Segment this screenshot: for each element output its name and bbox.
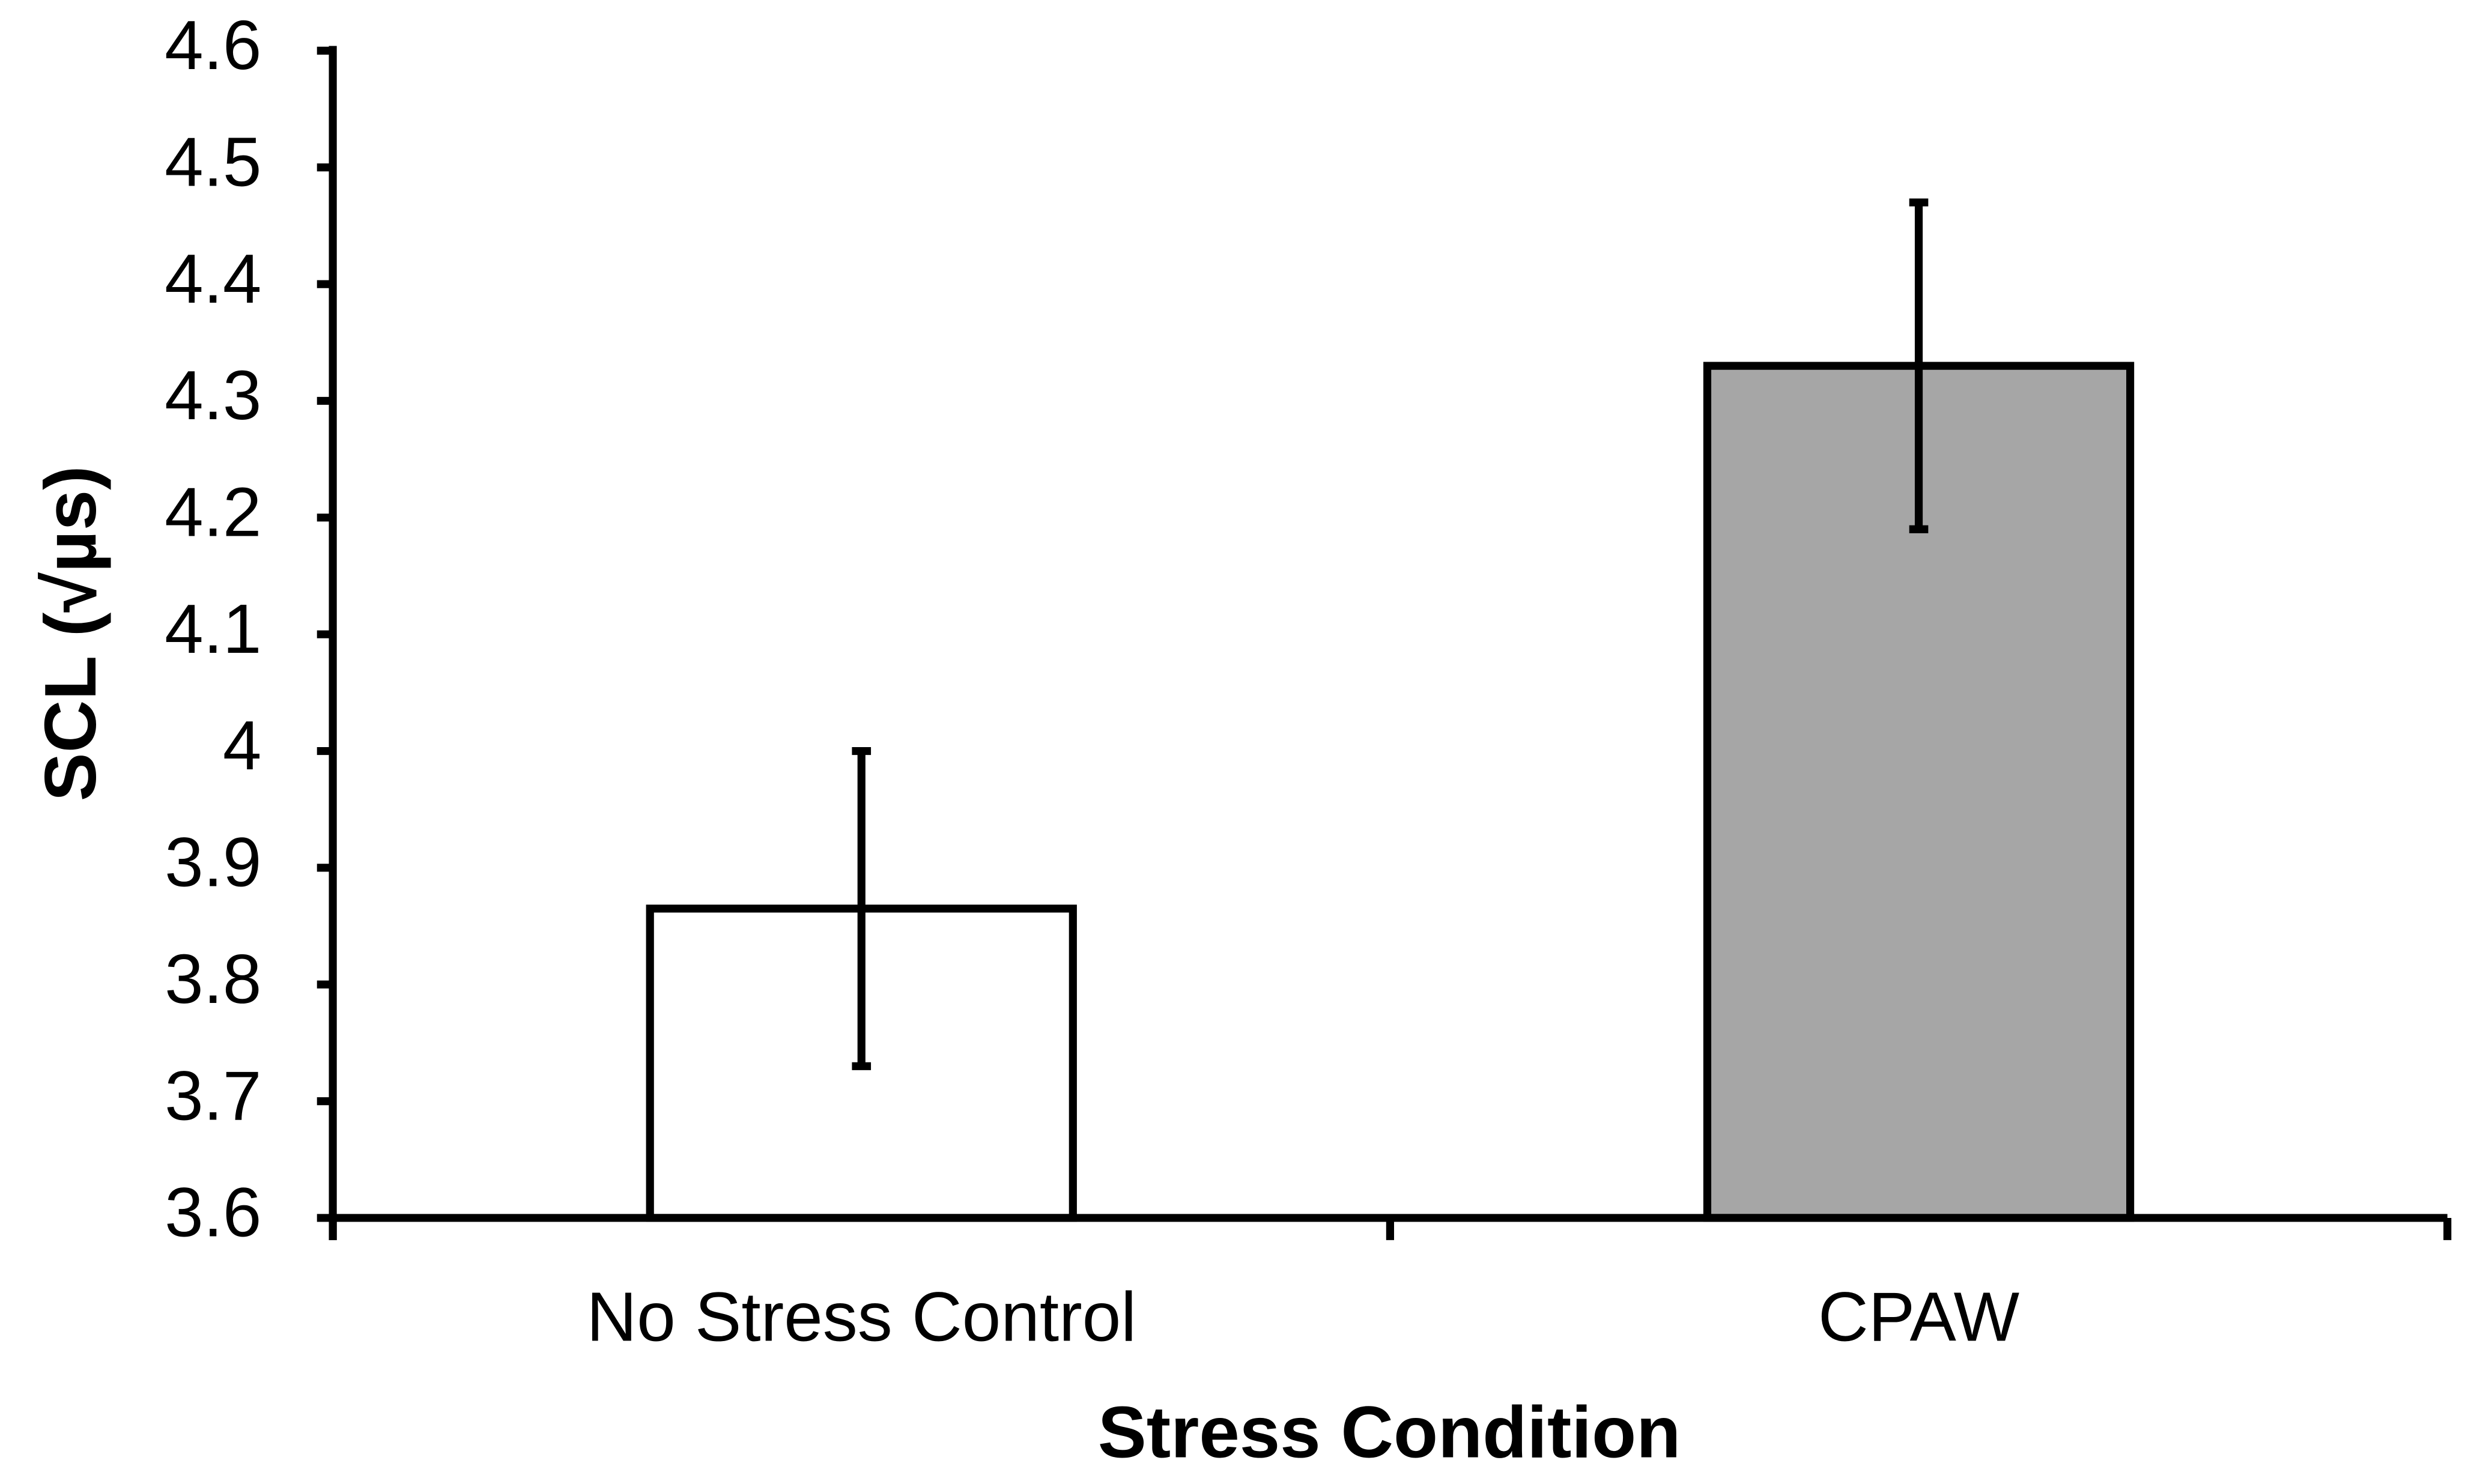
y-tick-label: 3.8 <box>165 940 261 1018</box>
y-tick-label: 3.9 <box>165 823 261 901</box>
x-tick-label: No Stress Control <box>586 1278 1136 1356</box>
y-tick-label: 3.7 <box>165 1056 261 1134</box>
x-axis-title: Stress Condition <box>1098 1392 1681 1473</box>
y-tick-label: 3.6 <box>165 1174 261 1252</box>
y-tick-label: 4.2 <box>165 473 261 551</box>
y-tick-label: 4 <box>223 706 262 784</box>
y-tick-label: 4.5 <box>165 123 261 201</box>
y-tick-label: 4.1 <box>165 590 261 668</box>
y-tick-label: 4.6 <box>165 6 261 84</box>
y-axis-title: SCL (√µs) <box>29 465 111 801</box>
y-tick-label: 4.3 <box>165 356 261 434</box>
x-tick-label: CPAW <box>1818 1278 2020 1356</box>
y-tick-label: 4.4 <box>165 240 261 318</box>
